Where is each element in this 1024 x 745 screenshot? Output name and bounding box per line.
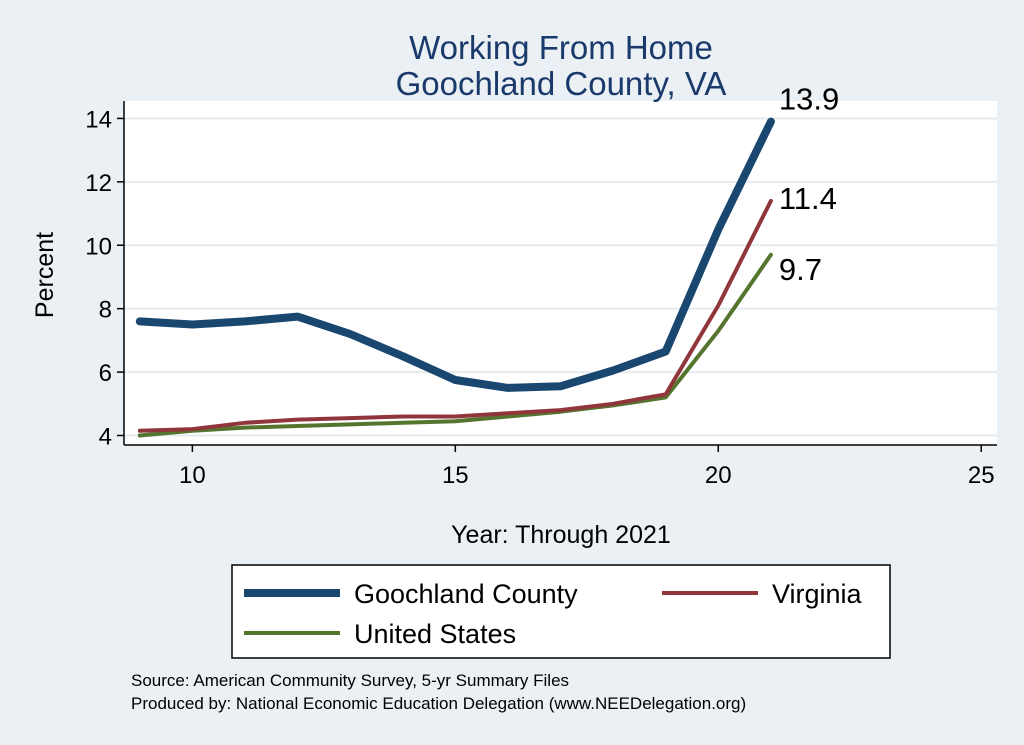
y-tick-label-8: 8	[99, 297, 112, 324]
producer-note: Produced by: National Economic Education…	[131, 694, 746, 713]
y-tick-label-4: 4	[99, 423, 112, 450]
y-tick-label-6: 6	[99, 360, 112, 387]
legend-label-united-states: United States	[354, 619, 516, 649]
plot-area	[124, 101, 997, 445]
legend: Goochland County Virginia United States	[231, 564, 891, 659]
y-tick-label-12: 12	[85, 170, 112, 197]
chart-title-line-1: Working From Home	[409, 29, 713, 66]
legend-label-virginia: Virginia	[772, 579, 863, 609]
y-tick-label-10: 10	[85, 233, 112, 260]
x-tick-label-25: 25	[968, 462, 995, 489]
series-line-united-states	[137, 252, 773, 438]
y-tick-label-14: 14	[85, 106, 112, 133]
series-line-virginia	[137, 198, 773, 433]
x-tick-label-20: 20	[705, 462, 732, 489]
y-axis-title: Percent	[31, 232, 59, 318]
end-label-virginia: 11.4	[779, 181, 837, 216]
series-line-goochland-county	[135, 117, 775, 392]
chart-title-line-2: Goochland County, VA	[396, 65, 727, 102]
end-label-united-states: 9.7	[779, 252, 822, 287]
end-label-goochland-county: 13.9	[779, 82, 839, 117]
x-tick-label-10: 10	[179, 462, 206, 489]
x-axis-title: Year: Through 2021	[451, 521, 671, 549]
x-tick-label-15: 15	[442, 462, 469, 489]
source-note: Source: American Community Survey, 5-yr …	[131, 671, 569, 690]
legend-box	[231, 564, 891, 659]
legend-label-goochland-county: Goochland County	[354, 579, 578, 609]
